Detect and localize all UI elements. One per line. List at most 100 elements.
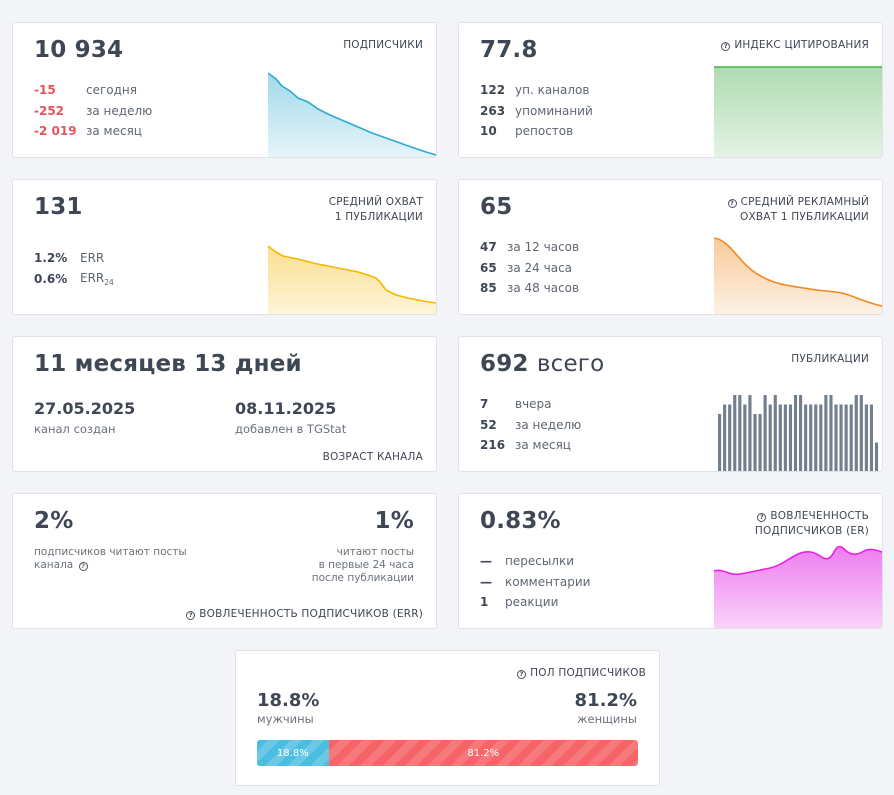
ad-reach-sparkline <box>714 237 882 314</box>
help-icon[interactable]: ? <box>727 199 737 208</box>
help-icon[interactable]: ? <box>517 670 527 679</box>
citation-card[interactable]: 77.8 ? ИНДЕКС ЦИТИРОВАНИЯ 122 уп. каналов … <box>458 22 883 158</box>
posts-bar <box>723 404 727 471</box>
reach-card[interactable]: 131 СРЕДНИЙ ОХВАТ 1 ПУБЛИКАЦИИ 1.2% ERR 0.… <box>12 179 437 315</box>
posts-card[interactable]: 692 всего ПУБЛИКАЦИИ 7 вчера 52 за неделю … <box>458 336 883 472</box>
er-stats: — пересылки — комментарии 1 реакции <box>480 551 590 613</box>
stat-row: 85 за 48 часов <box>480 278 579 299</box>
stat-label: сегодня <box>86 83 137 98</box>
posts-bar <box>824 395 828 471</box>
err-card[interactable]: 2% подписчиков читают посты канала ? 1% … <box>12 493 437 629</box>
posts-stats: 7 вчера 52 за неделю 216 за месяц <box>480 394 581 456</box>
female-bar-segment: 81.2% <box>328 740 638 766</box>
stat-row: 52 за неделю <box>480 415 581 436</box>
er-title: ? ВОВЛЕЧЕННОСТЬ ПОДПИСЧИКОВ (ER) <box>754 510 869 537</box>
posts-bar <box>743 404 747 471</box>
posts-bar <box>844 404 848 471</box>
stat-row: -2 019 за месяц <box>34 121 152 142</box>
stat-value: 52 <box>480 417 497 432</box>
male-label: мужчины <box>257 712 314 726</box>
average-reach-value: 131 <box>34 194 83 220</box>
gender-title: ? ПОЛ ПОДПИСЧИКОВ <box>517 666 646 681</box>
stat-row: — комментарии <box>480 572 590 593</box>
subscribers-stats: -15 сегодня -252 за неделю -2 019 за месяц <box>34 80 152 142</box>
er-sparkline <box>714 546 882 628</box>
stat-row: -252 за неделю <box>34 101 152 122</box>
added-date: 08.11.2025 <box>235 399 337 418</box>
posts-bar <box>819 404 823 471</box>
subscribers-card[interactable]: 10 934 ПОДПИСЧИКИ -15 сегодня -252 за неде… <box>12 22 437 158</box>
subscribers-title: ПОДПИСЧИКИ <box>343 39 423 51</box>
gender-card[interactable]: ? ПОЛ ПОДПИСЧИКОВ 18.8% мужчины 81.2% жен… <box>235 650 660 786</box>
stat-row: 263 упоминаний <box>480 101 593 122</box>
stat-label: за неделю <box>515 417 582 432</box>
posts-bar <box>783 404 787 471</box>
stat-value: 0.6% <box>34 271 68 286</box>
gender-bar: 18.8% 81.2% <box>257 740 638 766</box>
created-label: канал создан <box>34 422 116 436</box>
citation-index-value: 77.8 <box>480 37 538 63</box>
posts-bar <box>773 395 777 471</box>
channel-age-title: ВОЗРАСТ КАНАЛА <box>322 451 423 463</box>
ad-reach-value: 65 <box>480 194 513 220</box>
err-left-value: 2% <box>34 508 74 534</box>
subscribers-sparkline <box>268 72 436 157</box>
help-icon[interactable]: ? <box>757 513 767 522</box>
posts-bar <box>839 404 843 471</box>
posts-bar <box>763 395 767 471</box>
stat-label: реакции <box>505 595 559 610</box>
posts-bar <box>869 404 874 471</box>
posts-bar-chart <box>718 395 879 471</box>
help-icon[interactable]: ? <box>78 562 88 571</box>
reach-title: СРЕДНИЙ ОХВАТ 1 ПУБЛИКАЦИИ <box>328 196 423 223</box>
stat-label: репостов <box>515 124 574 139</box>
posts-bar <box>854 395 858 471</box>
posts-total: 692 всего <box>480 351 605 377</box>
stat-value: 10 <box>480 124 497 139</box>
stat-label: за 24 часа <box>507 260 573 275</box>
stat-label: упоминаний <box>515 103 593 118</box>
stat-value: 1.2% <box>34 251 68 266</box>
posts-bar <box>834 404 838 471</box>
channel-age-card[interactable]: 11 месяцев 13 дней 27.05.2025 канал созд… <box>12 336 437 472</box>
posts-bar <box>733 395 737 471</box>
posts-bar <box>849 404 853 471</box>
stat-label: за месяц <box>86 124 142 139</box>
stat-value: -15 <box>34 83 56 98</box>
female-label: женщины <box>577 712 637 726</box>
err-right-label: читают посты в первые 24 часа после публ… <box>311 546 414 584</box>
posts-bar <box>768 404 772 471</box>
subscribers-count: 10 934 <box>34 37 124 63</box>
reach-sparkline <box>268 245 436 314</box>
stat-value: -2 019 <box>34 124 77 139</box>
stat-label: за неделю <box>86 103 153 118</box>
stat-label: пересылки <box>505 554 575 569</box>
err-right-value: 1% <box>374 508 414 534</box>
stat-value: 263 <box>480 103 506 118</box>
posts-bar <box>748 395 752 471</box>
stat-row: 10 репостов <box>480 121 593 142</box>
citation-title: ? ИНДЕКС ЦИТИРОВАНИЯ <box>721 38 869 53</box>
help-icon[interactable]: ? <box>721 42 731 51</box>
stat-value: 122 <box>480 83 506 98</box>
stat-row: 47 за 12 часов <box>480 237 579 258</box>
stat-row: 0.6% ERR24 <box>34 269 114 290</box>
female-percent: 81.2% <box>574 690 637 711</box>
help-icon[interactable]: ? <box>186 611 196 620</box>
stat-row: 122 уп. каналов <box>480 80 593 101</box>
posts-bar <box>718 414 722 471</box>
posts-bar <box>788 404 793 471</box>
posts-bar <box>728 404 732 471</box>
ad-reach-card[interactable]: 65 ? СРЕДНИЙ РЕКЛАМНЫЙ ОХВАТ 1 ПУБЛИКАЦИИ … <box>458 179 883 315</box>
stat-label: за месяц <box>515 438 571 453</box>
created-date: 27.05.2025 <box>34 399 136 418</box>
ad-reach-title: ? СРЕДНИЙ РЕКЛАМНЫЙ ОХВАТ 1 ПУБЛИКАЦИИ <box>727 195 869 225</box>
stat-label: уп. каналов <box>515 83 590 98</box>
channel-age-value: 11 месяцев 13 дней <box>34 351 302 377</box>
male-percent: 18.8% <box>257 690 320 711</box>
posts-bar <box>758 414 762 471</box>
stat-label: комментарии <box>505 574 591 589</box>
er-card[interactable]: 0.83% ? ВОВЛЕЧЕННОСТЬ ПОДПИСЧИКОВ (ER) — пе… <box>458 493 883 629</box>
err-title: ? ВОВЛЕЧЕННОСТЬ ПОДПИСЧИКОВ (ERR) <box>186 607 423 622</box>
posts-title: ПУБЛИКАЦИИ <box>791 353 869 365</box>
